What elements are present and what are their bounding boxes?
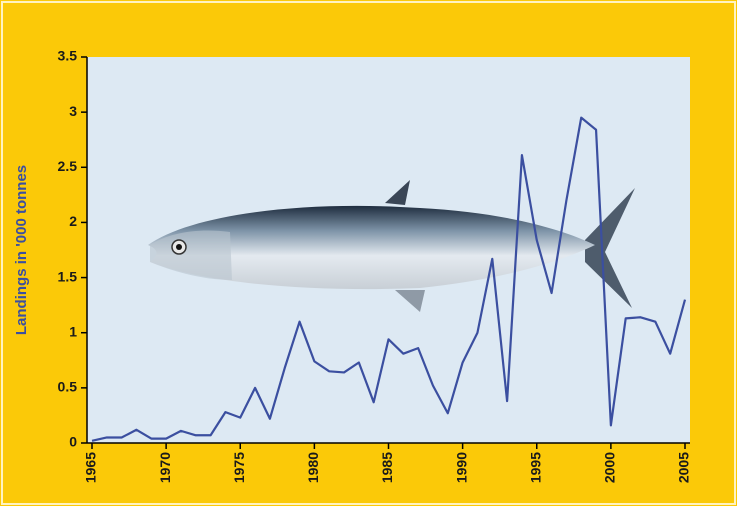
- y-tick-label: 3.5: [58, 48, 78, 64]
- y-tick-label: 3: [69, 103, 77, 119]
- y-tick-label: 2: [69, 213, 77, 229]
- x-tick-label: 1995: [527, 452, 543, 483]
- x-tick-label: 1970: [157, 452, 173, 483]
- fish-illustration: [148, 180, 635, 312]
- x-tick-label: 2005: [676, 452, 692, 483]
- y-axis-label: Landings in '000 tonnes: [13, 165, 30, 335]
- x-tick-label: 1975: [231, 452, 247, 483]
- x-tick-label: 2000: [602, 452, 618, 483]
- y-tick-label: 0.5: [58, 379, 78, 395]
- x-tick-label: 1980: [305, 452, 321, 483]
- y-tick-label: 1: [69, 323, 77, 339]
- y-tick-label: 0: [69, 434, 77, 450]
- x-tick-label: 1985: [379, 452, 395, 483]
- data-line: [91, 116, 687, 442]
- x-tick-label: 1990: [453, 452, 469, 483]
- x-tick-label: 1965: [83, 452, 99, 483]
- y-tick-label: 2.5: [58, 158, 78, 174]
- y-tick-label: 1.5: [58, 268, 78, 284]
